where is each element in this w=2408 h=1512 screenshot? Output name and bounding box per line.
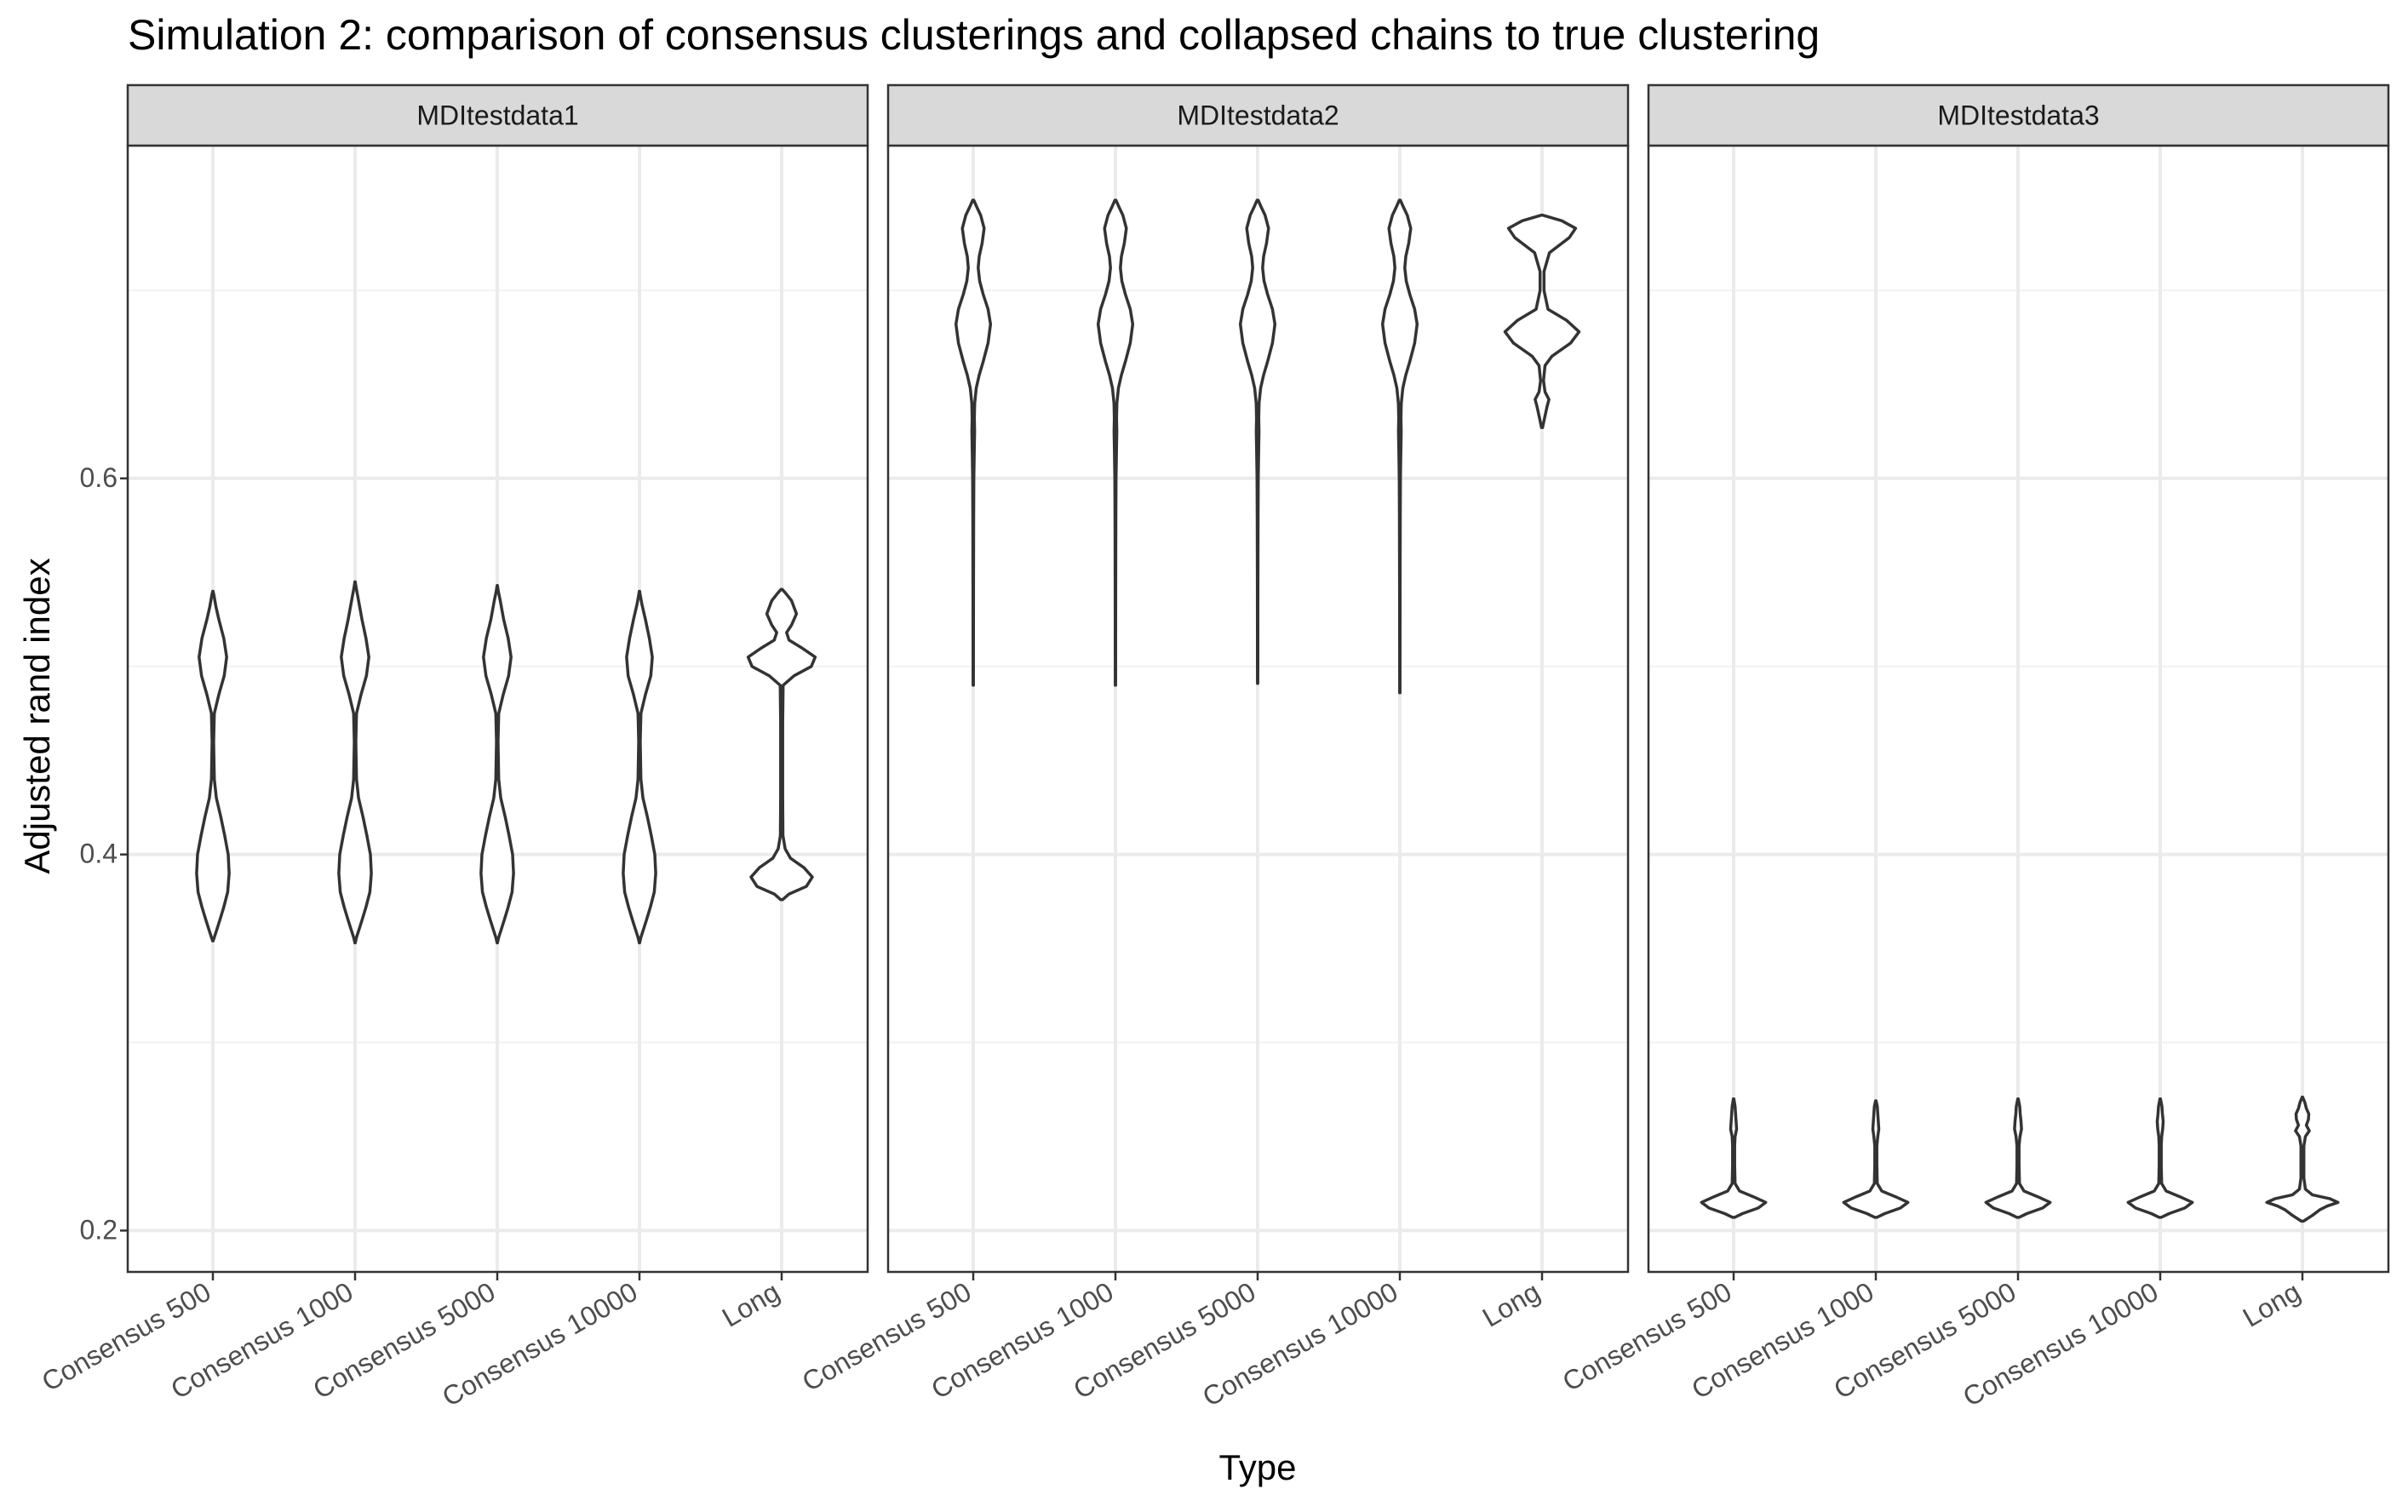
facet-label: MDItestdata2 <box>1177 100 1339 131</box>
facet-label: MDItestdata1 <box>416 100 578 131</box>
violin-consensus-500 <box>1700 1097 1768 1219</box>
violin-consensus-10000 <box>2126 1097 2194 1219</box>
violin-consensus-10000 <box>1380 198 1419 695</box>
x-axis-title: Type <box>1218 1447 1296 1487</box>
y-tick-label: 0.2 <box>80 1214 118 1245</box>
y-tick-label: 0.4 <box>80 839 118 869</box>
chart-title: Simulation 2: comparison of consensus cl… <box>128 11 1820 59</box>
facet-strip <box>886 83 1630 147</box>
violin-consensus-10000 <box>622 589 657 945</box>
violin-long <box>2265 1095 2340 1223</box>
facet-strip <box>126 83 869 147</box>
violin-consensus-5000 <box>1238 198 1277 685</box>
facet-label: MDItestdata3 <box>1937 100 2099 131</box>
facet-strip <box>1647 83 2390 147</box>
violin-long <box>1503 213 1581 430</box>
y-tick-label: 0.6 <box>80 462 118 493</box>
violin-consensus-1000 <box>1842 1099 1910 1219</box>
violin-consensus-5000 <box>1984 1097 2052 1219</box>
y-axis-title: Adjusted rand index <box>17 558 57 873</box>
violin-consensus-1000 <box>337 580 373 945</box>
violin-long <box>746 587 817 902</box>
violin-consensus-500 <box>195 589 231 943</box>
violin-consensus-500 <box>954 198 993 687</box>
violin-consensus-5000 <box>479 584 515 945</box>
violin-consensus-1000 <box>1096 198 1135 687</box>
